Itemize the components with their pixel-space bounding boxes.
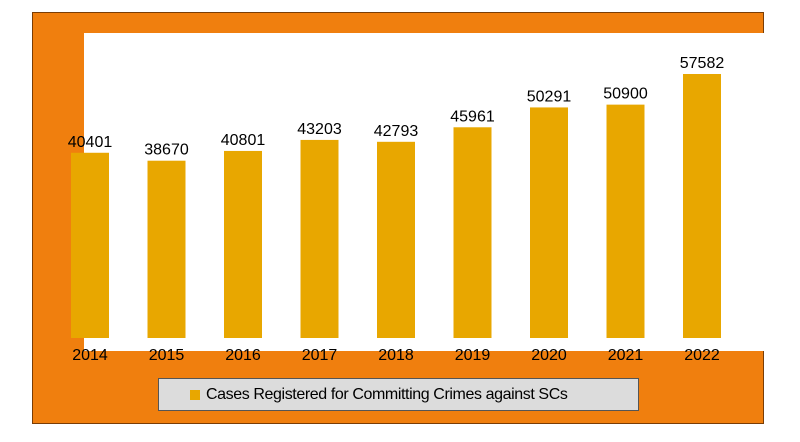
x-tick-2017: 2017: [302, 347, 338, 364]
bar-2017: [300, 139, 339, 338]
data-label-2021: 50900: [603, 86, 648, 103]
plot-area: [84, 33, 776, 351]
x-tick-2020: 2020: [531, 347, 567, 364]
x-tick-2019: 2019: [455, 347, 491, 364]
bar-2016: [224, 150, 262, 338]
x-tick-2018: 2018: [378, 347, 414, 364]
x-tick-2014: 2014: [72, 347, 108, 364]
x-tick-2022: 2022: [684, 347, 720, 364]
bar-2014: [71, 152, 109, 338]
legend-label: Cases Registered for Committing Crimes a…: [206, 385, 568, 403]
legend: Cases Registered for Committing Crimes a…: [158, 378, 639, 411]
x-tick-2016: 2016: [225, 347, 261, 364]
bar-2022: [683, 74, 721, 338]
data-label-2020: 50291: [527, 88, 572, 105]
data-label-2015: 38670: [144, 142, 189, 159]
bar-2019: [453, 127, 492, 338]
bar-2018: [377, 141, 415, 338]
data-label-2018: 42793: [374, 123, 419, 140]
data-label-2017: 43203: [297, 121, 342, 138]
bar-2015: [147, 160, 186, 338]
bar-2021: [606, 104, 645, 338]
data-label-2022: 57582: [680, 55, 725, 72]
data-label-2016: 40801: [221, 132, 266, 149]
data-label-2019: 45961: [450, 108, 495, 125]
x-tick-2015: 2015: [149, 347, 185, 364]
x-tick-2021: 2021: [608, 347, 644, 364]
bar-2020: [530, 107, 568, 339]
legend-swatch: [190, 389, 200, 400]
data-label-2014: 40401: [68, 134, 113, 151]
